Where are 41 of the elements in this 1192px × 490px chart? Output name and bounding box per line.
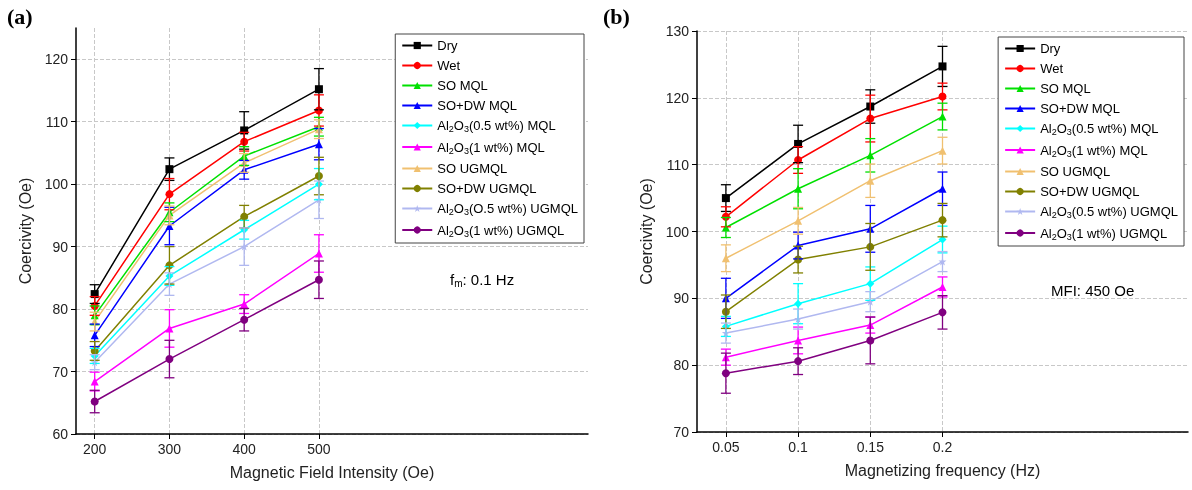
y-tick-label: 120 xyxy=(665,89,690,106)
legend-label: Wet xyxy=(1040,61,1064,76)
y-tick-label: 70 xyxy=(673,424,690,440)
y-tick-label: 80 xyxy=(52,301,69,318)
legend-label: Wet xyxy=(437,58,461,73)
y-tick-label: 90 xyxy=(673,290,690,307)
legend-label: SO+DW UGMQL xyxy=(1040,184,1140,199)
y-tick-label: 120 xyxy=(44,51,69,68)
x-axis-title: Magnetic Field Intensity (Oe) xyxy=(229,463,435,481)
legend-label: Dry xyxy=(1040,41,1061,56)
x-tick-label: 200 xyxy=(83,441,107,457)
x-tick-label: 0.1 xyxy=(788,439,809,455)
y-tick-label: 80 xyxy=(673,357,690,374)
y-tick-label: 100 xyxy=(44,176,69,193)
legend-label: Dry xyxy=(437,38,458,53)
y-axis-title: Coercivity (Oe) xyxy=(638,178,656,285)
y-tick-label: 90 xyxy=(52,238,69,255)
x-tick-label: 400 xyxy=(232,441,257,457)
y-tick-label: 100 xyxy=(665,223,690,240)
y-tick-label: 130 xyxy=(665,23,690,39)
legend-label: SO UGMQL xyxy=(1040,164,1111,179)
y-tick-label: 110 xyxy=(666,156,690,173)
y-tick-label: 60 xyxy=(52,426,69,442)
x-tick-label: 0.15 xyxy=(856,439,885,455)
legend-label: SO MQL xyxy=(1040,81,1091,96)
x-tick-label: 0.05 xyxy=(712,439,740,455)
x-axis-title: Magnetizing frequency (Hz) xyxy=(844,461,1041,479)
legend-label: SO UGMQL xyxy=(437,161,508,176)
x-tick-label: 300 xyxy=(157,441,182,457)
y-axis-title: Coercivity (Oe) xyxy=(17,177,35,285)
chart-title: (b) xyxy=(603,3,630,29)
x-tick-label: 500 xyxy=(307,441,331,457)
y-tick-label: 70 xyxy=(52,363,69,380)
legend-label: SO+DW MQL xyxy=(437,98,518,113)
legend-label: SO+DW UGMQL xyxy=(437,181,537,196)
legend-label: SO+DW MQL xyxy=(1040,101,1120,116)
y-tick-label: 110 xyxy=(45,113,69,130)
chart-title: (a) xyxy=(7,3,33,29)
legend-label: SO MQL xyxy=(437,78,488,93)
x-tick-label: 0.2 xyxy=(932,439,953,455)
annotation: MFI: 450 Oe xyxy=(1051,282,1135,299)
